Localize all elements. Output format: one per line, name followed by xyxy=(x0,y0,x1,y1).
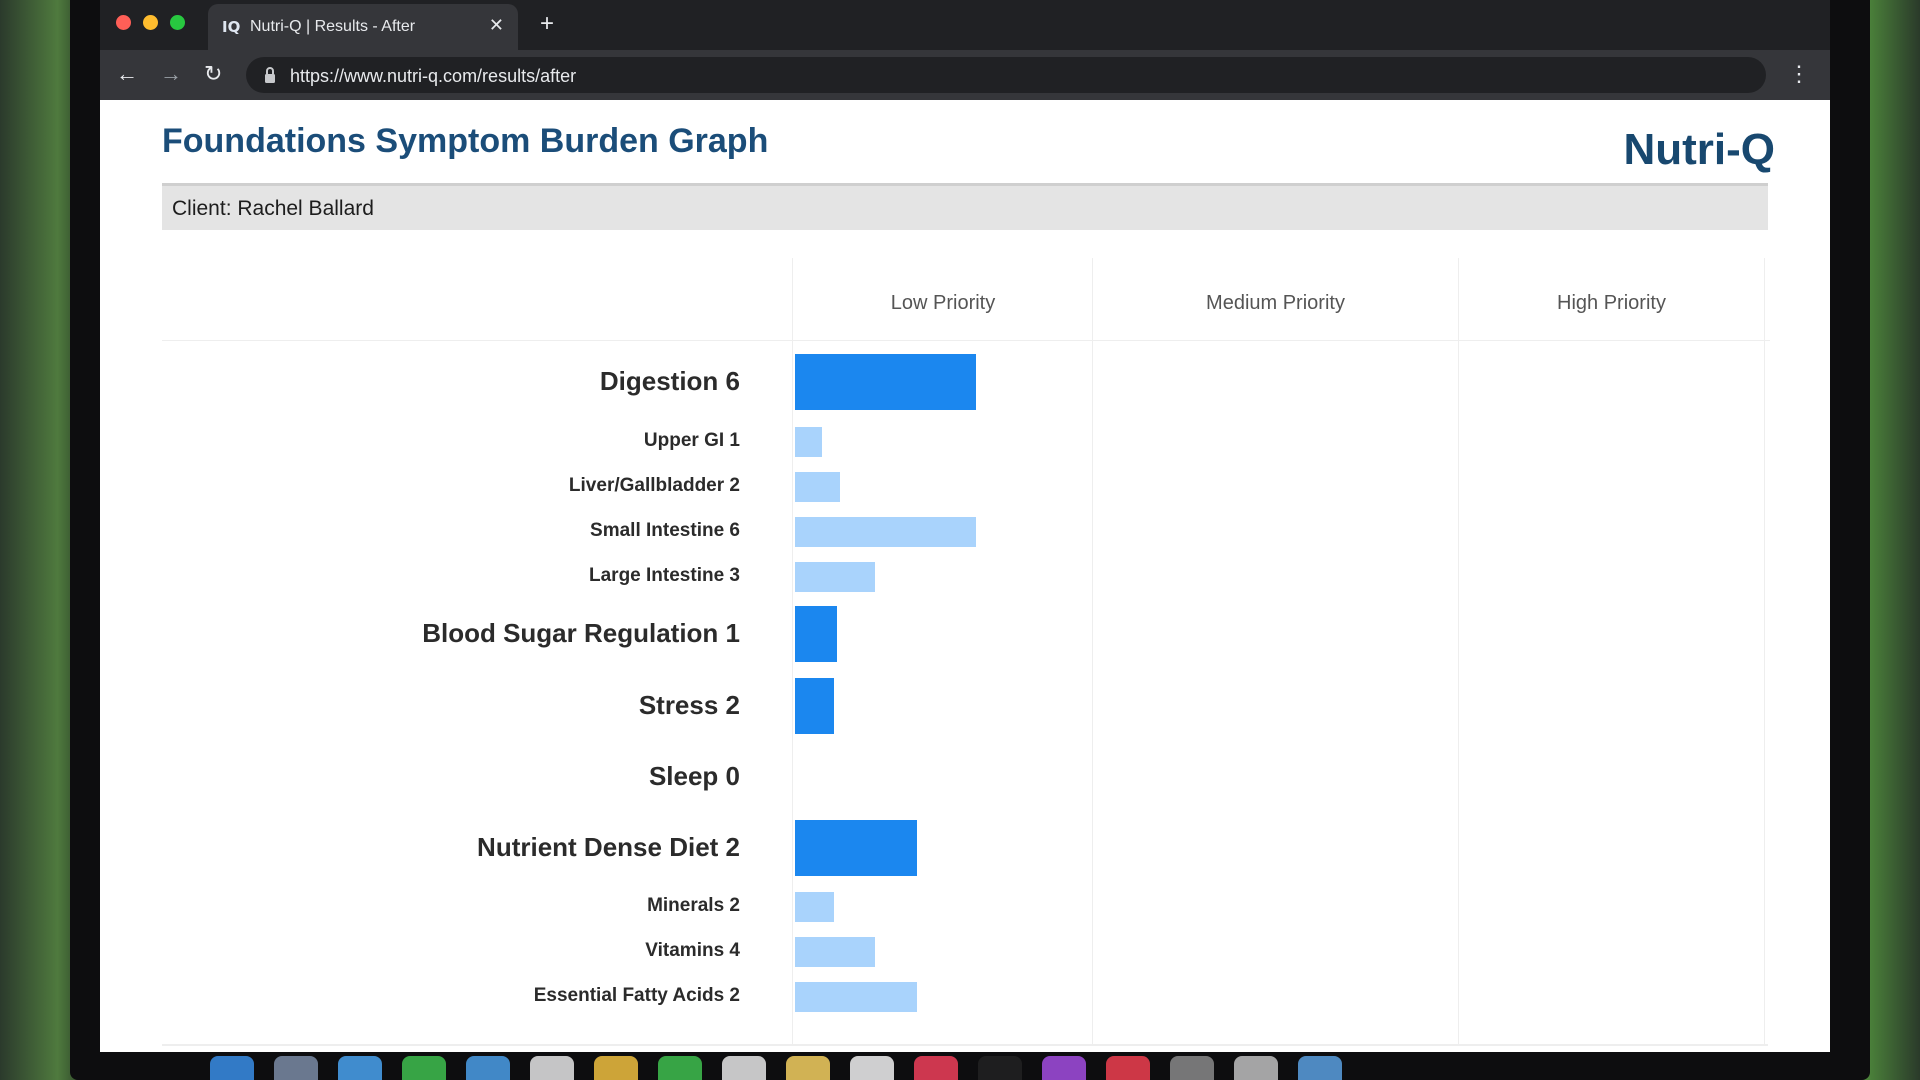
podcasts-icon[interactable] xyxy=(1042,1056,1086,1080)
row-label: Digestion 6 xyxy=(599,365,740,396)
close-icon[interactable]: ✕ xyxy=(488,15,504,35)
tab-results-after[interactable]: IQ Nutri-Q | Results - After ✕ xyxy=(208,4,518,50)
bar-blood-sugar-regulation-1 xyxy=(795,606,837,662)
bar-stress-2 xyxy=(795,678,834,734)
row-label: Stress 2 xyxy=(638,689,740,720)
calendar-icon[interactable] xyxy=(722,1056,766,1080)
url-text[interactable]: https://www.nutri-q.com/results/after xyxy=(290,66,577,86)
finder-icon[interactable] xyxy=(210,1056,254,1080)
row-label: Large Intestine 3 xyxy=(589,565,740,587)
notes-icon[interactable] xyxy=(786,1056,830,1080)
client-name: Client: Rachel Ballard xyxy=(172,197,374,220)
browser-toolbar: ← → ↻ https://www.nutri-q.com/results/af… xyxy=(100,50,1830,100)
address-bar[interactable]: https://www.nutri-q.com/results/after xyxy=(246,57,1766,93)
browser-window: IQ Nutri-Q | Results - After ✕ + ← → ↻ h… xyxy=(100,0,1830,1052)
page-title: Foundations Symptom Burden Graph xyxy=(162,122,769,160)
nutri-q-favicon-icon: IQ xyxy=(222,18,241,36)
bar-minerals-2 xyxy=(795,892,834,922)
facetime-icon[interactable] xyxy=(658,1056,702,1080)
dock xyxy=(200,1052,1700,1080)
bar-vitamins-4 xyxy=(795,937,875,967)
lock-icon xyxy=(265,67,275,83)
forward-arrow-icon[interactable]: → xyxy=(160,61,182,86)
bar-liver-gallbladder-2 xyxy=(795,472,840,502)
messages-icon[interactable] xyxy=(402,1056,446,1080)
new-tab-icon[interactable]: + xyxy=(540,10,555,37)
launchpad-icon[interactable] xyxy=(274,1056,318,1080)
back-arrow-icon[interactable]: ← xyxy=(116,61,138,86)
column-divider xyxy=(1092,258,1093,1046)
close-window-button[interactable] xyxy=(116,15,131,30)
page-content: Foundations Symptom Burden Graph Nutri-Q… xyxy=(100,100,1830,1052)
zoom-window-button[interactable] xyxy=(170,15,185,30)
column-divider xyxy=(1764,258,1765,1046)
kebab-menu-icon[interactable]: ⋮ xyxy=(1788,61,1810,86)
bar-essential-fatty-acids-2 xyxy=(795,982,917,1012)
column-header-medium-priority: Medium Priority xyxy=(1206,292,1345,314)
news-icon[interactable] xyxy=(1106,1056,1150,1080)
mail-icon[interactable] xyxy=(466,1056,510,1080)
row-label: Minerals 2 xyxy=(647,895,740,917)
column-header-high-priority: High Priority xyxy=(1557,292,1666,314)
folder-icon[interactable] xyxy=(1298,1056,1342,1080)
bar-nutrient-dense-diet-2 xyxy=(795,820,917,876)
row-label: Upper GI 1 xyxy=(643,430,740,452)
row-label: Blood Sugar Regulation 1 xyxy=(422,617,740,648)
music-icon[interactable] xyxy=(914,1056,958,1080)
tab-bar: IQ Nutri-Q | Results - After ✕ + xyxy=(100,0,1830,50)
column-header-low-priority: Low Priority xyxy=(890,292,996,314)
client-bar: Client: Rachel Ballard xyxy=(162,186,1768,230)
bar-upper-gi-1 xyxy=(795,427,822,457)
reminders-icon[interactable] xyxy=(850,1056,894,1080)
bar-digestion-6 xyxy=(795,354,976,410)
tab-title: Nutri-Q | Results - After xyxy=(250,18,416,35)
settings-icon[interactable] xyxy=(1170,1056,1214,1080)
reload-icon[interactable]: ↻ xyxy=(204,61,223,86)
row-label: Vitamins 4 xyxy=(645,940,740,962)
column-divider xyxy=(792,258,793,1046)
safari-icon[interactable] xyxy=(338,1056,382,1080)
row-label: Sleep 0 xyxy=(648,760,740,791)
bar-large-intestine-3 xyxy=(795,562,875,592)
photos-icon[interactable] xyxy=(594,1056,638,1080)
row-label: Small Intestine 6 xyxy=(590,520,740,542)
preview-icon[interactable] xyxy=(1234,1056,1278,1080)
minimize-window-button[interactable] xyxy=(143,15,158,30)
row-label: Nutrient Dense Diet 2 xyxy=(477,831,740,862)
row-label: Essential Fatty Acids 2 xyxy=(533,985,740,1007)
header-divider xyxy=(162,183,1768,186)
row-label: Liver/Gallbladder 2 xyxy=(568,475,740,497)
brand-logo: Nutri-Q xyxy=(1623,125,1775,174)
page-bottom-divider xyxy=(162,1044,1768,1046)
maps-icon[interactable] xyxy=(530,1056,574,1080)
column-divider xyxy=(1458,258,1459,1046)
tv-icon[interactable] xyxy=(978,1056,1022,1080)
bar-small-intestine-6 xyxy=(795,517,976,547)
header-separator xyxy=(162,340,1770,341)
